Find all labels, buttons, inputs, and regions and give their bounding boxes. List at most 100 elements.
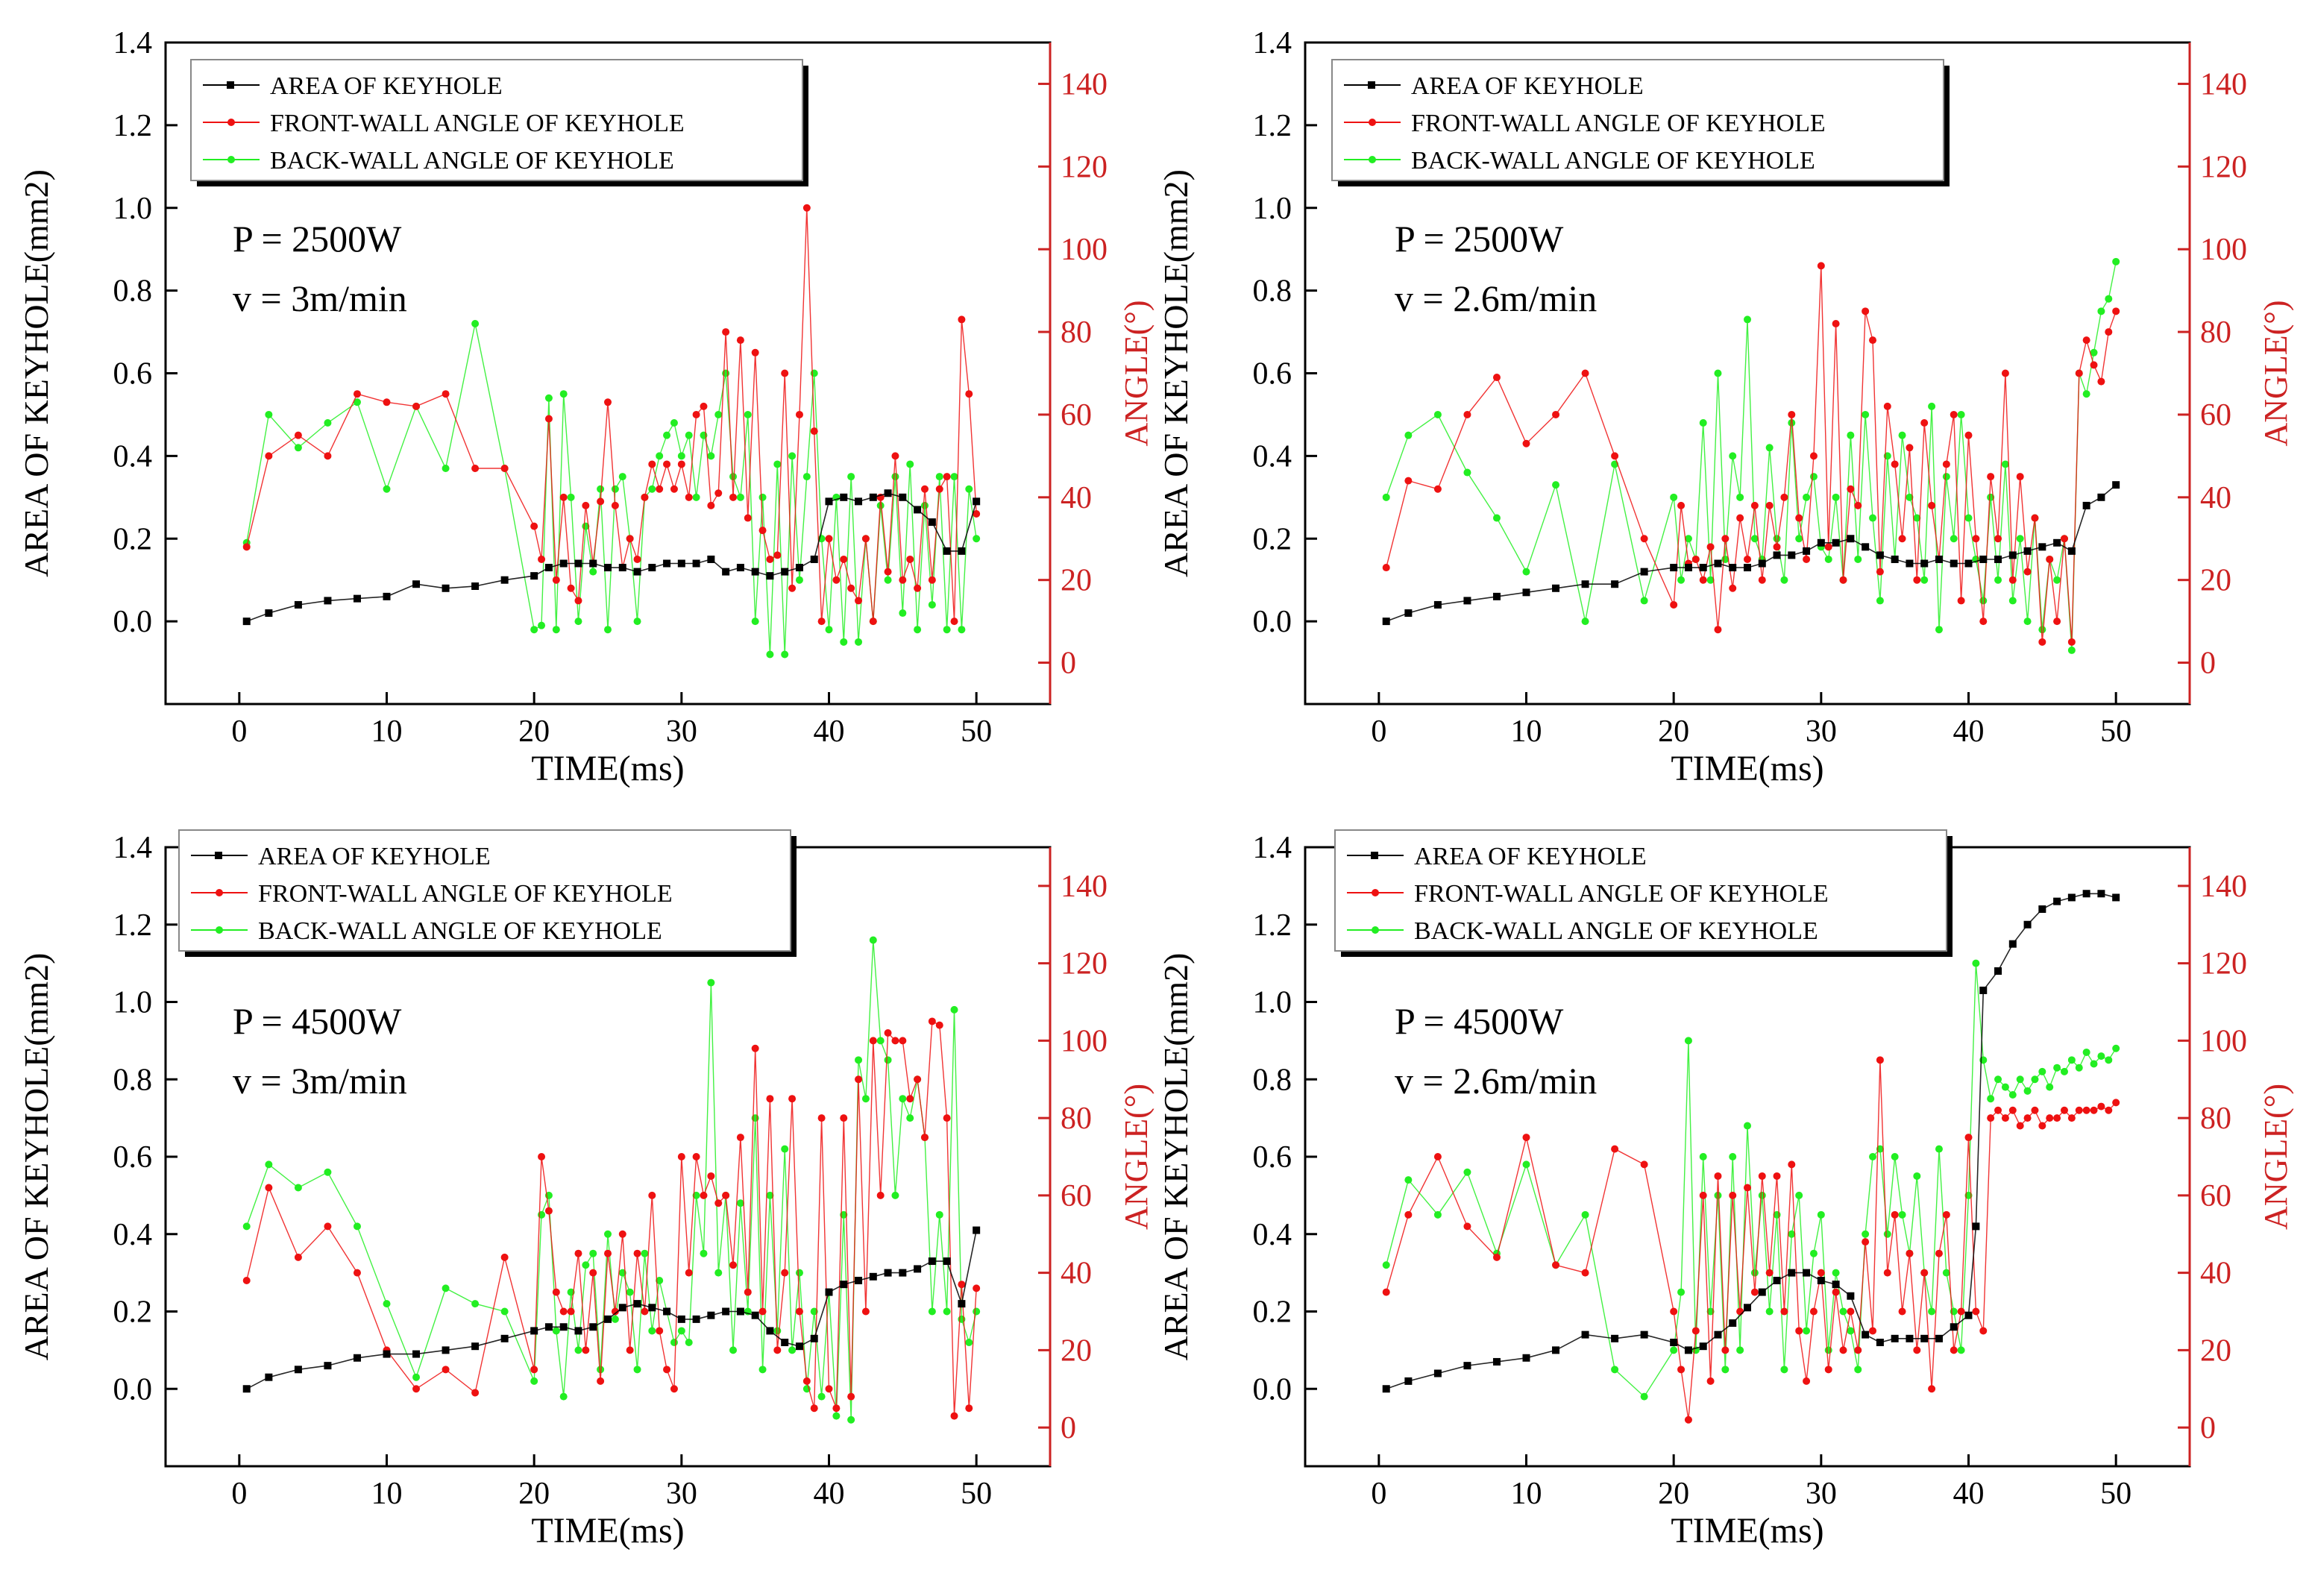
- data-point-area: [943, 547, 951, 555]
- chart-panel: 0 10 20 30 40 50 0.0 0.2 0.4 0.6 0.8 1.0 1.2 1.4 0 20 40…: [17, 829, 1154, 1551]
- data-point-back: [633, 1366, 641, 1374]
- data-point-back: [641, 1249, 649, 1257]
- data-point-front: [736, 336, 744, 345]
- data-point-area: [1492, 1357, 1501, 1366]
- data-point-area: [412, 580, 421, 588]
- data-point-front: [1677, 501, 1686, 509]
- data-point-front: [965, 390, 973, 398]
- data-point-front: [471, 465, 480, 473]
- data-point-front: [1670, 1307, 1678, 1316]
- y-tick-label: 1.0: [1253, 986, 1292, 1020]
- data-point-area: [1552, 584, 1560, 592]
- data-point-front: [1382, 1288, 1390, 1296]
- data-point-area: [1972, 1222, 1980, 1231]
- data-point-back: [1721, 1366, 1730, 1374]
- data-point-back: [1699, 1153, 1707, 1160]
- data-point-front: [714, 1199, 723, 1207]
- data-point-front: [648, 1191, 656, 1199]
- data-point-front: [1522, 439, 1530, 447]
- data-point-front: [1862, 307, 1870, 315]
- data-point-front: [582, 1346, 590, 1354]
- data-point-front: [294, 431, 302, 439]
- data-point-front: [810, 427, 818, 436]
- data-point-back: [1869, 1153, 1877, 1160]
- data-point-front: [242, 1277, 251, 1284]
- data-point-area: [1684, 564, 1692, 572]
- data-point-back: [1552, 481, 1560, 489]
- data-point-front: [618, 1230, 626, 1238]
- data-point-back: [1684, 535, 1692, 543]
- y-tick-label: 0.4: [1253, 1218, 1292, 1252]
- data-point-back: [928, 1307, 936, 1316]
- data-point-back: [1972, 959, 1980, 967]
- data-point-front: [1994, 535, 2002, 543]
- data-point-front: [1854, 501, 1862, 509]
- y-tick-label: 0.4: [113, 1218, 153, 1252]
- y-tick-label: 1.2: [1253, 109, 1292, 143]
- data-point-area: [840, 1281, 848, 1289]
- data-point-area: [736, 1307, 744, 1316]
- data-point-area: [928, 518, 936, 527]
- data-point-area: [751, 1311, 759, 1319]
- data-point-back: [788, 1346, 797, 1354]
- y-axis-title: AREA OF KEYHOLE(mm2): [1157, 953, 1195, 1361]
- condition-annotation: v = 2.6m/min: [1395, 1060, 1597, 1102]
- data-point-front: [810, 1404, 818, 1413]
- data-point-back: [1522, 1160, 1530, 1169]
- y-tick-label: 0.8: [113, 274, 153, 309]
- data-point-back: [677, 1327, 685, 1335]
- data-point-front: [1950, 1346, 1958, 1354]
- data-point-front: [559, 1307, 568, 1316]
- data-point-area: [1744, 1304, 1751, 1312]
- data-point-back: [700, 1249, 708, 1257]
- data-point-back: [1935, 626, 1943, 634]
- data-point-back: [855, 1056, 863, 1064]
- data-point-front: [1964, 431, 1973, 439]
- data-point-back: [973, 535, 981, 543]
- y2-tick-label: 120: [2200, 150, 2247, 184]
- data-point-front: [1876, 568, 1884, 576]
- data-point-back: [722, 369, 730, 377]
- data-point-back: [265, 1160, 273, 1169]
- data-point-area: [265, 609, 273, 618]
- data-point-area: [899, 1269, 907, 1277]
- data-point-back: [265, 410, 273, 418]
- data-point-front: [1699, 576, 1707, 584]
- data-point-front: [1883, 1269, 1891, 1277]
- data-point-front: [1817, 262, 1825, 270]
- data-point-front: [641, 493, 649, 501]
- data-point-back: [914, 626, 922, 634]
- data-point-front: [442, 1366, 450, 1374]
- data-point-area: [324, 1362, 332, 1370]
- data-point-back: [950, 1005, 958, 1014]
- data-point-area: [2112, 481, 2120, 489]
- data-point-front: [1876, 1056, 1884, 1064]
- data-point-front: [722, 1191, 730, 1199]
- data-point-front: [552, 1288, 560, 1296]
- data-point-area: [1788, 1269, 1796, 1277]
- x-tick-label: 0: [231, 1477, 247, 1511]
- data-point-front: [1552, 1261, 1560, 1269]
- data-point-area: [914, 506, 922, 514]
- data-point-back: [1957, 410, 1965, 418]
- data-point-front: [700, 1191, 708, 1199]
- y-tick-label: 1.2: [113, 908, 153, 943]
- data-point-back: [2001, 460, 2009, 468]
- chart-panel: 0 10 20 30 40 50 0.0 0.2 0.4 0.6 0.8 1.0 1.2 1.4 0 20 40…: [1157, 26, 2294, 788]
- data-point-back: [1854, 555, 1862, 563]
- data-point-front: [973, 1284, 981, 1292]
- data-point-area: [855, 1277, 863, 1284]
- y2-axis-title: ANGLE(°): [2258, 1084, 2294, 1230]
- data-point-back: [1714, 1191, 1722, 1199]
- y-tick-label: 1.2: [113, 109, 153, 143]
- data-point-back: [1979, 597, 1988, 605]
- condition-annotation: v = 3m/min: [233, 1060, 407, 1102]
- data-point-front: [626, 535, 634, 543]
- data-point-back: [2031, 1075, 2039, 1084]
- data-point-area: [242, 1385, 251, 1393]
- y-tick-label: 1.2: [1253, 908, 1292, 943]
- x-axis-title: TIME(ms): [1671, 749, 1823, 788]
- data-point-back: [920, 501, 929, 509]
- data-point-front: [1942, 1210, 1950, 1219]
- legend-label: BACK-WALL ANGLE OF KEYHOLE: [258, 917, 662, 945]
